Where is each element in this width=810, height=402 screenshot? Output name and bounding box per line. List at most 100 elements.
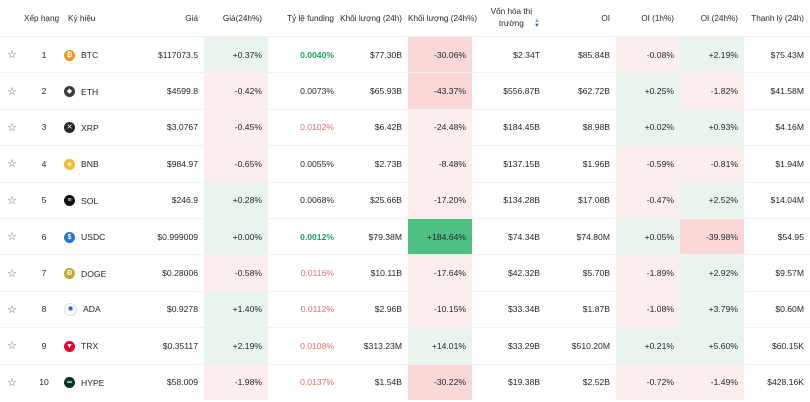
symbol-cell[interactable]: $ USDC bbox=[64, 218, 144, 254]
symbol-cell[interactable]: Ð DOGE bbox=[64, 255, 144, 291]
favorite-star-icon[interactable]: ☆ bbox=[7, 267, 17, 280]
symbol-cell[interactable]: ▼ TRX bbox=[64, 328, 144, 364]
symbol-cell[interactable]: ✺ ADA bbox=[64, 291, 144, 327]
header-market-cap[interactable]: Vốn hóa thị trường ▲ ▼ bbox=[472, 0, 546, 37]
header-funding[interactable]: Tỷ lệ funding bbox=[268, 0, 340, 37]
header-oi-24h[interactable]: OI (24h%) bbox=[680, 0, 744, 37]
sort-icon[interactable]: ▲ ▼ bbox=[534, 17, 540, 29]
symbol-cell[interactable]: ≡ SOL bbox=[64, 182, 144, 218]
ada-icon: ✺ bbox=[64, 302, 77, 316]
favorite-star-icon[interactable]: ☆ bbox=[7, 340, 17, 353]
funding-cell: 0.0112% bbox=[300, 304, 334, 315]
volume-change-cell: -30.06% bbox=[408, 36, 472, 73]
oi-cell: $62.72B bbox=[577, 86, 610, 97]
favorite-star-icon[interactable]: ☆ bbox=[7, 121, 17, 134]
volume-change-cell: -30.22% bbox=[408, 364, 472, 401]
table-row[interactable]: ☆ 3 ✕ XRP $3.0767 -0.45% 0.0102% $6.42B -24.48% $… bbox=[0, 109, 810, 146]
favorite-star-icon[interactable]: ☆ bbox=[7, 231, 17, 244]
price-cell: $246.9 bbox=[171, 195, 198, 206]
eth-icon: ◆ bbox=[64, 86, 75, 98]
oi-cell: $8.98B bbox=[582, 122, 610, 133]
symbol-label: SOL bbox=[81, 195, 99, 206]
liquidation-cell: $75.43M bbox=[770, 49, 804, 60]
table-row[interactable]: ☆ 9 ▼ TRX $0.35117 +2.19% 0.0108% $313.23M +14.0… bbox=[0, 327, 810, 365]
liquidation-cell: $60.15K bbox=[771, 340, 804, 351]
rank-cell: 10 bbox=[39, 377, 49, 388]
oi-24h-cell: -0.81% bbox=[680, 145, 744, 183]
rank-cell: 5 bbox=[41, 195, 47, 206]
oi-1h-cell: -1.08% bbox=[616, 291, 680, 328]
symbol-cell[interactable]: ◆ ETH bbox=[64, 73, 144, 109]
rank-cell: 2 bbox=[41, 86, 47, 97]
header-price[interactable]: Giá bbox=[144, 0, 204, 37]
table-header: Xếp hạng Ký hiệu Giá Giá(24h%) Tỷ lệ fun… bbox=[0, 0, 810, 37]
oi-1h-cell: -0.47% bbox=[616, 182, 680, 219]
header-volume-change[interactable]: Khối lượng (24h%) bbox=[408, 0, 477, 37]
liquidation-cell: $1.94M bbox=[775, 158, 804, 169]
price-change-cell: +1.40% bbox=[204, 291, 268, 328]
oi-24h-cell: +0.93% bbox=[680, 109, 744, 146]
volume-cell: $2.96B bbox=[374, 304, 402, 315]
symbol-cell[interactable]: ◈ BNB bbox=[64, 146, 144, 182]
price-cell: $0.35117 bbox=[162, 340, 198, 351]
table-row[interactable]: ☆ 6 $ USDC $0.999009 +0.00% 0.0012% $79.38M +184… bbox=[0, 218, 810, 255]
oi-24h-cell: -1.49% bbox=[680, 364, 744, 401]
market-cap-cell: $42.32B bbox=[507, 268, 540, 279]
price-change-cell: -0.45% bbox=[204, 109, 268, 146]
header-price-change[interactable]: Giá(24h%) bbox=[204, 0, 268, 37]
header-symbol[interactable]: Ký hiệu bbox=[64, 0, 144, 37]
symbol-cell[interactable]: ₿ BTC bbox=[64, 37, 144, 73]
funding-cell: 0.0012% bbox=[300, 231, 334, 242]
header-rank[interactable]: Xếp hạng bbox=[24, 0, 64, 37]
favorite-star-icon[interactable]: ☆ bbox=[7, 303, 17, 316]
table-row[interactable]: ☆ 1 ₿ BTC $117073.5 +0.37% 0.0040% $77.30B -30.0… bbox=[0, 36, 810, 73]
volume-cell: $10.11B bbox=[370, 268, 402, 279]
market-cap-cell: $184.45B bbox=[503, 122, 540, 133]
header-liquidation[interactable]: Thanh lý (24h) bbox=[744, 0, 810, 37]
header-oi[interactable]: OI bbox=[546, 0, 616, 37]
oi-1h-cell: -0.72% bbox=[616, 364, 680, 401]
symbol-cell[interactable]: ∞ HYPE bbox=[64, 364, 144, 400]
btc-icon: ₿ bbox=[64, 49, 75, 61]
table-row[interactable]: ☆ 7 Ð DOGE $0.28006 -0.58% 0.0116% $10.11B -17.6… bbox=[0, 254, 810, 292]
volume-change-cell: -43.37% bbox=[408, 72, 472, 110]
rank-cell: 3 bbox=[41, 122, 47, 133]
oi-24h-cell: +2.92% bbox=[680, 254, 744, 292]
symbol-cell[interactable]: ✕ XRP bbox=[64, 109, 144, 145]
table-row[interactable]: ☆ 2 ◆ ETH $4599.8 -0.42% 0.0073% $65.93B -43.37%… bbox=[0, 72, 810, 110]
symbol-label: TRX bbox=[81, 341, 99, 352]
rank-cell: 8 bbox=[41, 304, 47, 315]
price-change-cell: -0.58% bbox=[204, 254, 268, 292]
favorite-star-icon[interactable]: ☆ bbox=[7, 49, 17, 62]
usdc-icon: $ bbox=[64, 231, 75, 243]
symbol-label: DOGE bbox=[81, 268, 107, 279]
table-row[interactable]: ☆ 5 ≡ SOL $246.9 +0.28% 0.0068% $25.66B -17.20% $… bbox=[0, 182, 810, 219]
oi-1h-cell: -1.89% bbox=[616, 254, 680, 292]
liquidation-cell: $14.04M bbox=[770, 195, 804, 206]
liquidation-cell: $428.16K bbox=[767, 377, 804, 388]
sol-icon: ≡ bbox=[64, 195, 75, 207]
price-cell: $58.009 bbox=[166, 377, 198, 388]
volume-change-cell: -17.64% bbox=[408, 254, 472, 292]
rank-cell: 6 bbox=[41, 231, 47, 242]
funding-cell: 0.0108% bbox=[300, 340, 334, 351]
table-row[interactable]: ☆ 8 ✺ ADA $0.9278 +1.40% 0.0112% $2.96B -10.15% $… bbox=[0, 291, 810, 328]
oi-1h-cell: +0.05% bbox=[616, 218, 680, 255]
favorite-star-icon[interactable]: ☆ bbox=[7, 376, 17, 389]
oi-cell: $85.84B bbox=[577, 49, 610, 60]
liquidation-cell: $9.57M bbox=[775, 268, 804, 279]
favorite-star-icon[interactable]: ☆ bbox=[7, 194, 17, 207]
header-volume[interactable]: Khối lượng (24h) bbox=[340, 0, 408, 37]
header-oi-1h[interactable]: OI (1h%) bbox=[616, 0, 680, 37]
market-cap-cell: $19.38B bbox=[507, 377, 540, 388]
oi-24h-cell: +5.60% bbox=[680, 327, 744, 365]
oi-cell: $17.08B bbox=[577, 195, 610, 206]
funding-cell: 0.0068% bbox=[300, 195, 334, 206]
table-row[interactable]: ☆ 10 ∞ HYPE $58.009 -1.98% 0.0137% $1.54B -30.22… bbox=[0, 364, 810, 401]
oi-1h-cell: -0.59% bbox=[616, 145, 680, 183]
favorite-star-icon[interactable]: ☆ bbox=[7, 85, 17, 98]
symbol-label: USDC bbox=[81, 232, 106, 243]
table-row[interactable]: ☆ 4 ◈ BNB $984.97 -0.65% 0.0055% $2.73B -8.48% $1… bbox=[0, 145, 810, 183]
favorite-star-icon[interactable]: ☆ bbox=[7, 158, 17, 171]
header-market-cap-line2: trường bbox=[498, 19, 524, 28]
